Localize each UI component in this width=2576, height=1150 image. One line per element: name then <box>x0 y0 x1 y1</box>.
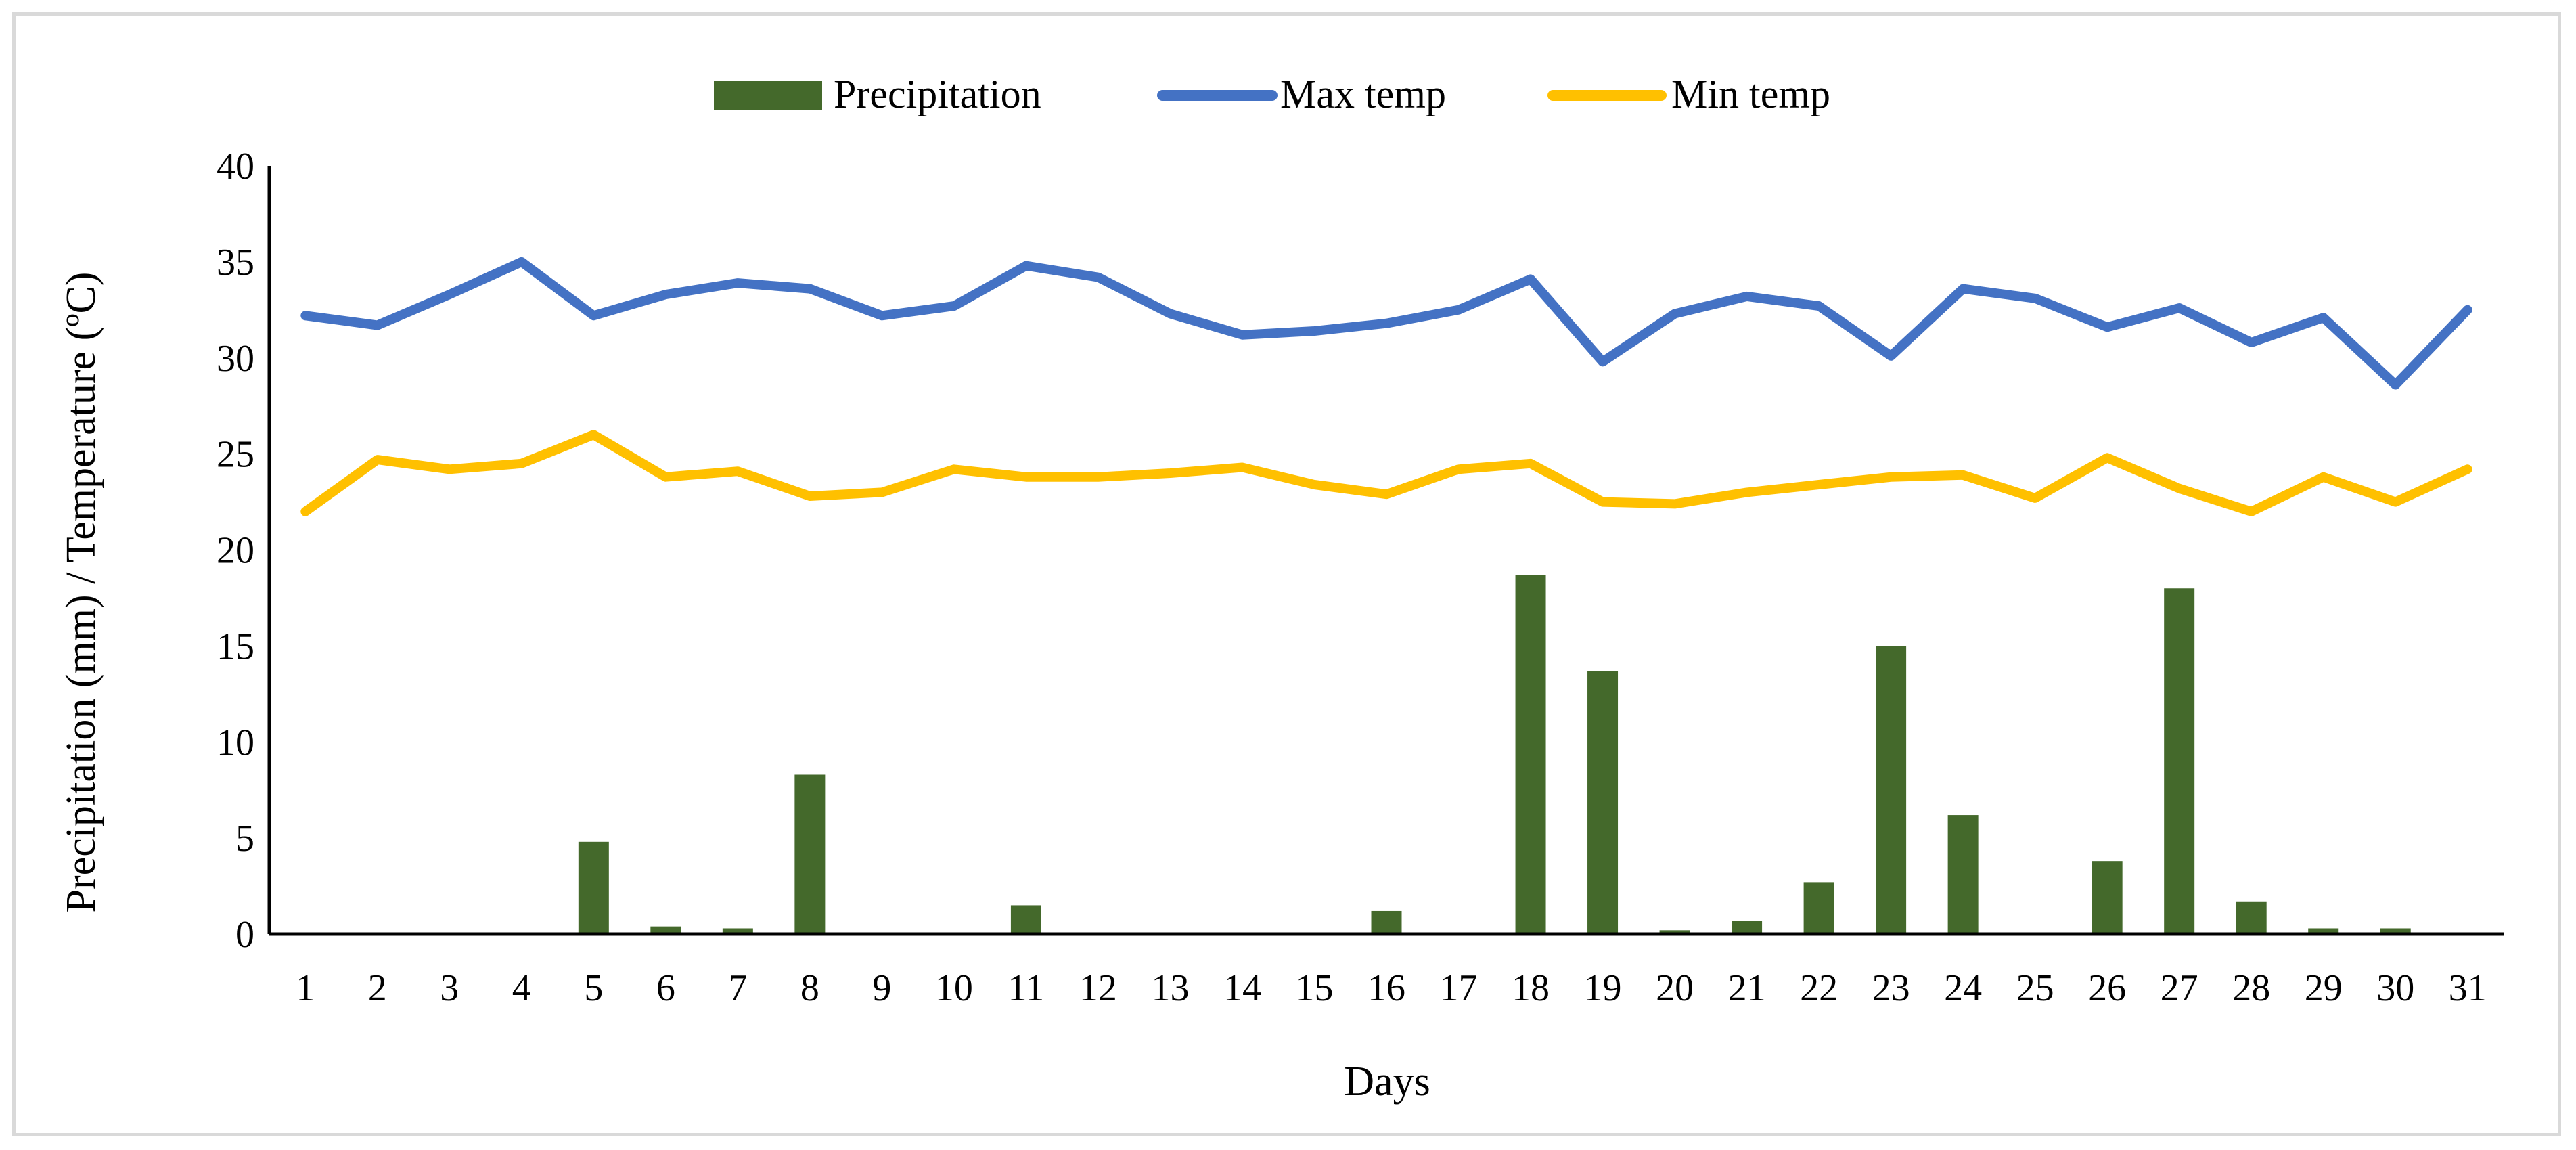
x-tick-label: 30 <box>2376 967 2414 1009</box>
x-tick-label: 2 <box>368 967 387 1009</box>
x-tick-labels: 1 2 3 4 5 6 7 8 9 10 11 12 13 14 15 16 17 18 19 20 21 22 23 24 2… <box>296 967 2486 1009</box>
legend-swatch-precipitation <box>714 81 822 110</box>
x-tick-label: 17 <box>1440 967 1478 1009</box>
y-tick-label: 30 <box>217 338 254 380</box>
y-tick-label: 20 <box>217 530 254 572</box>
precipitation-bar <box>1371 910 1402 934</box>
precipitation-bar <box>1732 921 1763 934</box>
chart-frame <box>12 12 2561 1136</box>
x-tick-label: 26 <box>2088 967 2126 1009</box>
x-tick-label: 13 <box>1151 967 1189 1009</box>
y-tick-label: 25 <box>217 434 254 476</box>
legend-label-max-temp: Max temp <box>1280 72 1446 116</box>
x-tick-label: 6 <box>656 967 675 1009</box>
x-tick-label: 19 <box>1584 967 1622 1009</box>
temperature-lines <box>300 257 2472 516</box>
x-tick-label: 23 <box>1872 967 1910 1009</box>
precipitation-bar <box>1803 882 1834 934</box>
x-tick-label: 8 <box>800 967 819 1009</box>
precipitation-bar <box>2308 928 2339 934</box>
precipitation-bar <box>2380 928 2411 934</box>
x-tick-label: 4 <box>512 967 531 1009</box>
precipitation-bar <box>1876 646 1907 934</box>
precipitation-bar <box>1947 815 1979 934</box>
x-tick-label: 22 <box>1800 967 1838 1009</box>
precipitation-bar <box>2092 861 2123 934</box>
x-tick-label: 21 <box>1728 967 1766 1009</box>
x-tick-label: 16 <box>1368 967 1405 1009</box>
precipitation-bar <box>722 928 753 934</box>
x-axis-title: Days <box>1344 1059 1430 1105</box>
y-tick-label: 10 <box>217 722 254 764</box>
x-tick-label: 3 <box>440 967 459 1009</box>
x-tick-label: 20 <box>1656 967 1694 1009</box>
y-tick-label: 15 <box>217 625 254 667</box>
legend-label-precipitation: Precipitation <box>834 72 1041 116</box>
legend: Precipitation Max temp Min temp <box>714 72 1830 116</box>
x-tick-label: 31 <box>2449 967 2487 1009</box>
x-tick-label: 27 <box>2161 967 2198 1009</box>
y-tick-label: 40 <box>217 146 254 187</box>
precipitation-bar <box>1587 671 1619 934</box>
y-axis-title: Precipitation (mm) / Temperature (ºC) <box>58 272 104 913</box>
y-tick-labels: 0 5 10 15 20 25 30 35 40 <box>217 146 254 956</box>
x-tick-label: 25 <box>2016 967 2054 1009</box>
x-tick-label: 5 <box>584 967 603 1009</box>
x-tick-label: 11 <box>1008 967 1044 1009</box>
legend-label-min-temp: Min temp <box>1671 72 1830 116</box>
y-tick-label: 0 <box>235 914 254 956</box>
x-tick-label: 15 <box>1295 967 1333 1009</box>
x-tick-label: 1 <box>296 967 315 1009</box>
precipitation-bar <box>794 774 826 934</box>
min-temp-line <box>300 430 2472 516</box>
x-tick-label: 24 <box>1944 967 1982 1009</box>
precipitation-bar <box>1515 575 1546 934</box>
precipitation-bar <box>1010 905 1041 934</box>
max-temp-line <box>300 257 2472 390</box>
precipitation-bar <box>2164 588 2195 934</box>
y-tick-label: 5 <box>235 818 254 860</box>
x-tick-label: 9 <box>872 967 891 1009</box>
x-tick-label: 10 <box>935 967 973 1009</box>
x-tick-label: 29 <box>2305 967 2343 1009</box>
x-tick-label: 12 <box>1079 967 1117 1009</box>
x-tick-label: 14 <box>1223 967 1261 1009</box>
x-tick-label: 7 <box>728 967 747 1009</box>
precipitation-bars <box>578 575 2411 934</box>
precipitation-bar <box>650 926 681 934</box>
precipitation-bar <box>1659 930 1690 934</box>
y-tick-label: 35 <box>217 242 254 284</box>
precipitation-bar <box>2236 901 2267 934</box>
x-tick-label: 28 <box>2232 967 2270 1009</box>
precipitation-bar <box>578 841 609 934</box>
x-tick-label: 18 <box>1512 967 1550 1009</box>
